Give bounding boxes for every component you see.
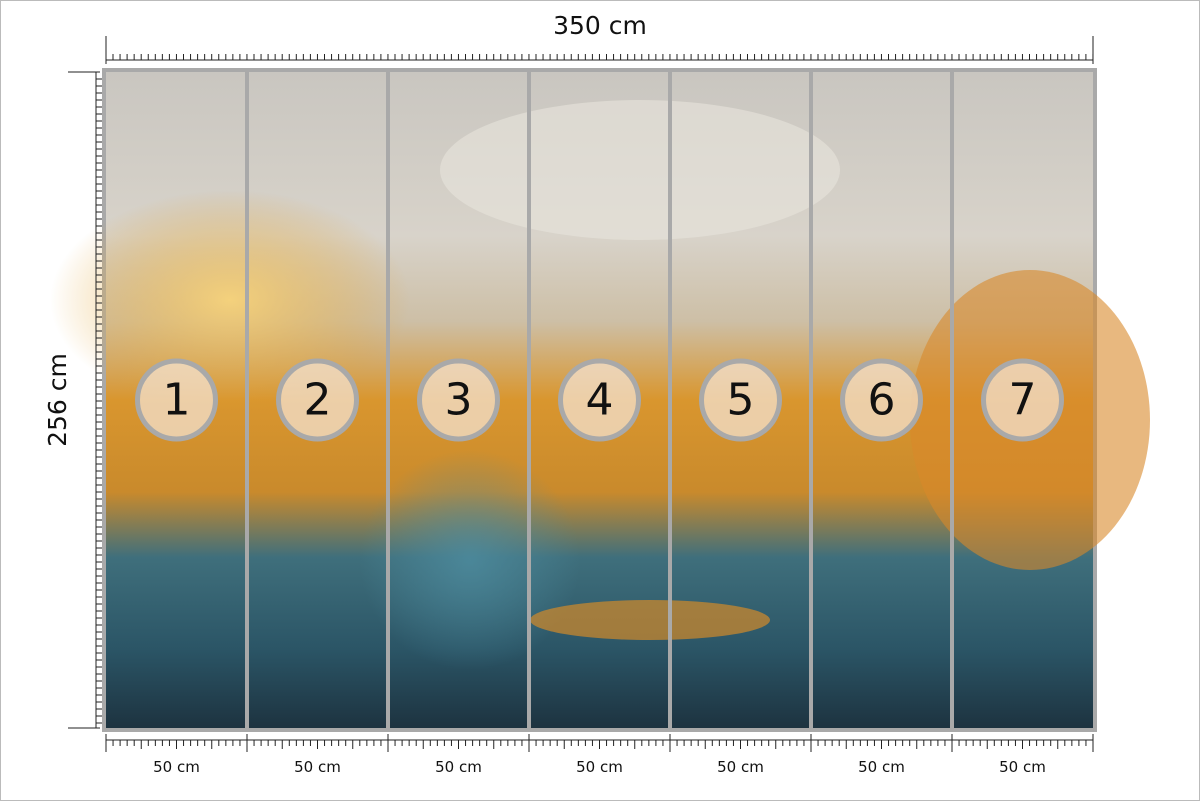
- paint-light: [440, 100, 840, 240]
- panel-width: 50 cm: [717, 758, 764, 776]
- panel-width: 50 cm: [153, 758, 200, 776]
- panel-number: 3: [445, 375, 473, 426]
- panel-badge: [276, 358, 359, 442]
- panel-badge: [135, 358, 218, 442]
- panel-badge: [558, 358, 641, 442]
- paint-streak: [530, 600, 770, 640]
- paint-gold: [50, 190, 410, 410]
- paint-teal: [360, 450, 580, 670]
- panel-width: 50 cm: [999, 758, 1046, 776]
- panel-badge: [840, 358, 923, 442]
- panel-number: 5: [727, 375, 755, 426]
- panel-badge: [981, 358, 1064, 442]
- panel-number: 7: [1009, 375, 1037, 426]
- panel-number: 4: [586, 375, 614, 426]
- height-label: 256 cm: [43, 353, 72, 447]
- panel-badge: [699, 358, 782, 442]
- panel-divider: [809, 72, 813, 728]
- panel-divider: [668, 72, 672, 728]
- panel-width: 50 cm: [435, 758, 482, 776]
- panel-number: 2: [304, 375, 332, 426]
- panel-width: 50 cm: [576, 758, 623, 776]
- panel-divider: [527, 72, 531, 728]
- panel-number: 1: [163, 375, 191, 426]
- panel-width: 50 cm: [294, 758, 341, 776]
- width-label: 350 cm: [553, 11, 647, 40]
- panel-number: 6: [868, 375, 896, 426]
- panel-divider: [245, 72, 249, 728]
- panel-divider: [386, 72, 390, 728]
- panel-width: 50 cm: [858, 758, 905, 776]
- panel-divider: [950, 72, 954, 728]
- panel-badge: [417, 358, 500, 442]
